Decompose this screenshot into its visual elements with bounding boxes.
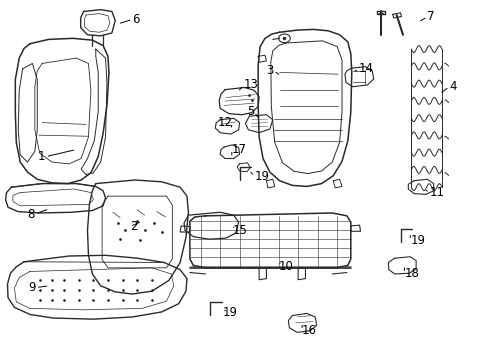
Text: 13: 13 [243,78,258,91]
Text: 12: 12 [217,116,232,129]
Text: 4: 4 [448,80,456,93]
Text: 9: 9 [28,281,36,294]
Text: 8: 8 [27,208,35,221]
Text: 2: 2 [130,220,137,233]
Text: 16: 16 [302,324,316,337]
Text: 1: 1 [38,150,45,163]
Text: 6: 6 [132,13,140,26]
Text: 18: 18 [404,267,418,280]
Text: 14: 14 [358,62,373,75]
Text: 17: 17 [231,143,246,156]
Text: 7: 7 [427,10,434,23]
Text: 19: 19 [409,234,425,247]
Text: 5: 5 [246,105,254,118]
Text: 11: 11 [429,186,444,199]
Text: 19: 19 [254,170,269,183]
Text: 19: 19 [222,306,237,319]
Text: 10: 10 [278,260,293,273]
Text: 3: 3 [266,64,273,77]
Text: 15: 15 [232,224,246,237]
